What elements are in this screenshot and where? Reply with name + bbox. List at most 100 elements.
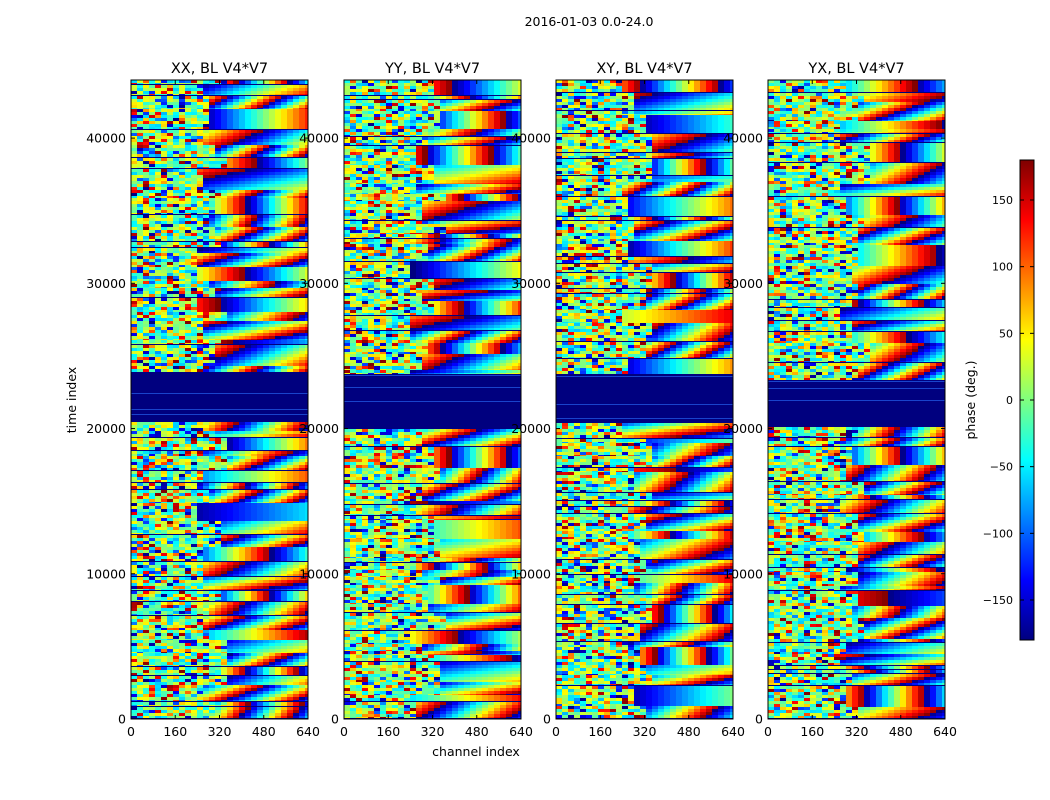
phase-band — [556, 323, 733, 342]
flagged-band — [344, 400, 521, 409]
colorbar-tick-label: −50 — [990, 461, 1013, 474]
phase-band — [131, 640, 308, 653]
x-tick-label: 320 — [421, 724, 445, 739]
phase-band — [556, 264, 733, 273]
phase-band — [344, 129, 521, 137]
phase-band — [344, 695, 521, 702]
phase-band — [556, 560, 733, 575]
phase-band — [768, 134, 945, 143]
phase-band — [344, 520, 521, 539]
y-tick-label: 10000 — [723, 566, 763, 581]
phase-band — [768, 542, 945, 555]
phase-band — [131, 685, 308, 702]
x-tick-label: 480 — [889, 724, 913, 739]
phase-band — [768, 343, 945, 363]
panel-4: YX, BL V4*V7 0 160 320 480 640 0 10000 20000 3000… — [723, 61, 957, 739]
phase-band — [768, 514, 945, 532]
phase-band — [768, 321, 945, 332]
colorbar-label: phase (deg.) — [963, 361, 978, 440]
phase-band — [768, 129, 945, 134]
flagged-band — [344, 394, 521, 400]
phase-band — [556, 241, 733, 257]
phase-band — [344, 221, 521, 234]
phase-band — [556, 472, 733, 493]
x-tick-label: 0 — [552, 724, 560, 739]
phase-band — [344, 343, 521, 354]
phase-band — [131, 483, 308, 490]
panel-heatmap — [344, 80, 521, 719]
y-tick-label: 10000 — [299, 566, 339, 581]
phase-band — [344, 301, 521, 316]
x-tick-label: 640 — [509, 724, 533, 739]
phase-band — [344, 468, 521, 484]
phase-band — [768, 266, 945, 284]
phase-band — [768, 80, 945, 93]
phase-band — [556, 257, 733, 264]
phase-band — [131, 438, 308, 451]
flagged-band — [768, 387, 945, 399]
x-tick-label: 160 — [800, 724, 824, 739]
phase-band — [131, 451, 308, 456]
phase-band — [556, 197, 733, 217]
phase-band — [131, 471, 308, 483]
phase-band — [556, 289, 733, 294]
panel-title: XY, BL V4*V7 — [596, 61, 692, 77]
phase-band — [131, 702, 308, 707]
y-tick-label: 40000 — [723, 131, 763, 146]
phase-band — [131, 96, 308, 109]
x-tick-label: 640 — [296, 724, 320, 739]
panel-3: XY, BL V4*V7 0 160 320 480 640 0 10000 20000 3000… — [511, 61, 745, 739]
phase-band — [131, 456, 308, 471]
phase-band — [131, 653, 308, 667]
phase-band — [768, 465, 945, 482]
phase-band — [131, 198, 308, 215]
phase-band — [768, 555, 945, 568]
phase-band — [344, 80, 521, 96]
phase-band — [556, 273, 733, 289]
y-tick-label: 10000 — [86, 566, 126, 581]
phase-band — [344, 331, 521, 343]
phase-band — [344, 501, 521, 505]
y-tick-label: 20000 — [723, 421, 763, 436]
y-tick-label: 30000 — [299, 276, 339, 291]
phase-band — [768, 363, 945, 380]
phase-band — [131, 340, 308, 345]
flagged-band — [344, 374, 521, 386]
phase-band — [131, 130, 308, 145]
phase-band — [768, 654, 945, 666]
phase-band — [556, 359, 733, 375]
phase-band — [556, 423, 733, 439]
phase-band — [556, 675, 733, 686]
phase-band — [556, 583, 733, 595]
flagged-band — [556, 403, 733, 417]
phase-band — [768, 308, 945, 321]
phase-band — [556, 531, 733, 539]
y-tick-label: 0 — [118, 712, 126, 727]
x-tick-label: 160 — [376, 724, 400, 739]
phase-band — [131, 707, 308, 719]
phase-band — [556, 595, 733, 605]
colorbar-tick-label: 150 — [992, 194, 1013, 207]
phase-band — [556, 159, 733, 176]
y-tick-label: 20000 — [86, 421, 126, 436]
phase-band — [131, 298, 308, 312]
flagged-band — [768, 399, 945, 412]
phase-band — [344, 570, 521, 577]
flagged-band — [131, 408, 308, 413]
phase-band — [131, 253, 308, 267]
phase-band — [131, 422, 308, 431]
flagged-band — [556, 375, 733, 385]
phase-band — [768, 300, 945, 308]
phase-band — [344, 682, 521, 695]
x-tick-label: 0 — [127, 724, 135, 739]
phase-band — [556, 176, 733, 182]
colorbar: −150 −100 −50 0 50 100 150 — [983, 159, 1035, 641]
phase-band — [131, 591, 308, 602]
phase-band — [344, 577, 521, 585]
panel-heatmap — [768, 80, 945, 719]
phase-band — [768, 284, 945, 300]
phase-band — [556, 642, 733, 647]
phase-band — [768, 427, 945, 438]
phase-band — [344, 316, 521, 331]
